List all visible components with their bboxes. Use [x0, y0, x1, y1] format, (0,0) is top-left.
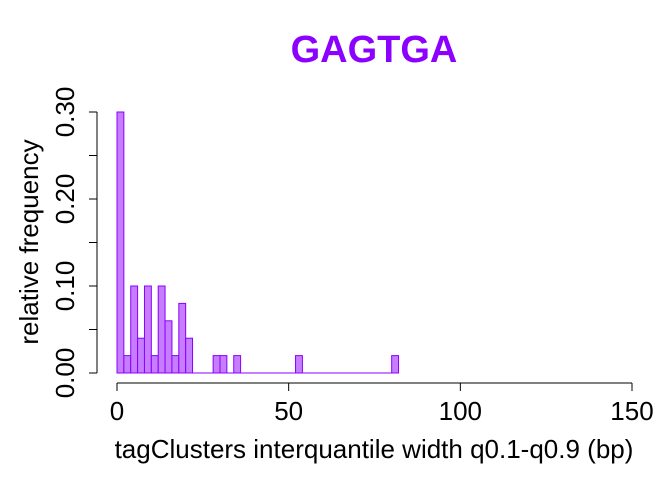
histogram-bar: [157, 285, 166, 374]
histogram-bar: [123, 355, 132, 374]
histogram-bar: [171, 355, 180, 374]
x-tick-label: 100: [439, 396, 482, 426]
histogram-bar: [295, 355, 303, 374]
histogram-bar: [219, 355, 228, 374]
y-tick-label: 0.00: [50, 348, 80, 399]
histogram-bar: [137, 337, 145, 374]
x-axis-label: tagClusters interquantile width q0.1-q0.…: [115, 434, 634, 464]
y-axis-label: relative frequency: [14, 139, 44, 344]
histogram-bar: [233, 355, 242, 374]
x-axis: 0 50 100 150: [110, 382, 654, 426]
histogram-bar: [130, 285, 139, 374]
y-axis: 0.00 0.10 0.20 0.30: [50, 87, 98, 399]
histogram-bar: [150, 355, 159, 374]
chart-title: GAGTGA: [291, 29, 458, 71]
x-tick-label: 50: [274, 396, 303, 426]
y-tick-label: 0.10: [50, 261, 80, 312]
x-tick-label: 150: [610, 396, 653, 426]
histogram-bar: [185, 337, 194, 374]
y-tick-label: 0.20: [50, 174, 80, 225]
histogram-bar: [178, 302, 187, 374]
y-tick-label: 0.30: [50, 87, 80, 138]
histogram-bar: [164, 320, 173, 374]
bars-group: [116, 111, 400, 374]
histogram-bar: [212, 355, 221, 374]
histogram-bar: [391, 355, 400, 374]
histogram-bar: [143, 285, 152, 374]
x-tick-label: 0: [110, 396, 124, 426]
histogram-bar: [116, 111, 125, 374]
